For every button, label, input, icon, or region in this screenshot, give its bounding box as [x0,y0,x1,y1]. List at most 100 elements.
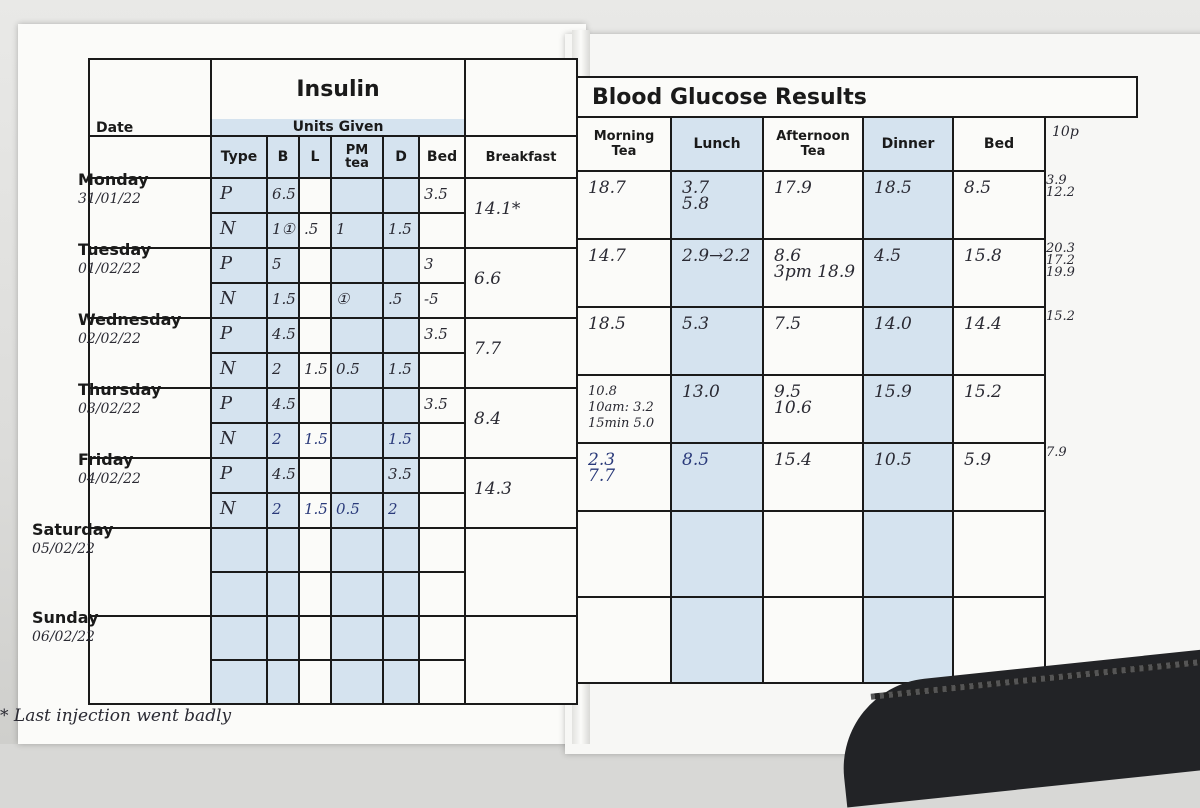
insulin-bed-cell [417,571,467,617]
type-cell: P [210,387,268,424]
b-header: B [266,135,300,179]
day-name: Thursday [78,380,162,399]
day-date: 05/02/22 [32,541,95,557]
type-value: P [220,183,233,204]
insulin-b-value: 4.5 [272,325,296,343]
glucose-morning-tea-value: 14.7 [588,246,626,266]
insulin-bed-cell [417,457,467,494]
insulin-pm-cell [330,615,384,661]
insulin-bed-cell [417,212,467,249]
type-cell: N [210,352,268,389]
glucose-dinner-value: 15.9 [874,382,912,402]
glucose-dinner-value: 4.5 [874,246,902,266]
insulin-l-cell [298,282,332,319]
breakfast-value: 6.6 [474,269,502,289]
glucose-afternoon-tea-cell [762,596,864,684]
insulin-d-cell: 1.5 [382,422,420,459]
insulin-b-cell [266,615,300,661]
type-cell: P [210,247,268,284]
day-label: Tuesday 01/02/22 [78,240,151,277]
type-cell: N [210,492,268,529]
insulin-pm-value: 0.5 [336,360,360,378]
glucose-bed-value: 5.9 [964,450,992,470]
insulin-l-cell [298,317,332,354]
breakfast-cell: 8.4 [464,387,579,459]
glucose-dinner-value: 18.5 [874,178,912,198]
insulin-b-cell: 4.5 [266,317,300,354]
day-name: Monday [78,170,149,189]
day-label: Friday 04/02/22 [78,450,141,487]
insulin-bed-value: 3.5 [424,395,448,413]
glucose-lunch-cell: 3.7 5.8 [670,170,764,240]
lunch-header: Lunch [670,116,764,172]
insulin-d-cell: 3.5 [382,457,420,494]
extra-note-cell: 7.9 [1045,443,1137,511]
insulin-b-value: 4.5 [272,465,296,483]
insulin-pm-cell [330,422,384,459]
insulin-bed-cell [417,422,467,459]
type-cell: N [210,212,268,249]
day-label: Wednesday 02/02/22 [78,310,181,347]
day-name: Tuesday [78,240,152,259]
breakfast-cell [464,615,579,705]
glucose-lunch-value: 8.5 [682,450,710,470]
insulin-d-cell [382,317,420,354]
insulin-d-value: 1.5 [388,360,412,378]
insulin-l-cell [298,387,332,424]
type-cell [210,615,268,661]
insulin-bed-value: 3 [424,255,434,273]
insulin-l-value: 1.5 [304,360,328,378]
insulin-d-cell [382,177,420,214]
insulin-pm-cell: 0.5 [330,492,384,529]
breakfast-cell: 14.3 [464,457,579,529]
insulin-pm-value: 0.5 [336,500,360,518]
insulin-l-cell: 1.5 [298,352,332,389]
insulin-l-cell [298,527,332,573]
insulin-b-value: 2 [272,500,282,518]
insulin-l-cell: .5 [298,212,332,249]
insulin-bed-value: 3.5 [424,185,448,203]
date-cell [88,177,212,249]
afternoon-tea-header: Afternoon Tea [762,116,864,172]
glucose-afternoon-tea-cell: 17.9 [762,170,864,240]
insulin-b-cell: 6.5 [266,177,300,214]
extra-note-cell: 3.9 12.2 [1045,171,1137,239]
dinner-header: Dinner [862,116,954,172]
type-header: Type [210,135,268,179]
breakfast-cell: 14.1* [464,177,579,249]
glucose-dinner-cell: 4.5 [862,238,954,308]
bed-glucose-header: Bed [952,116,1046,172]
glucose-bed-value: 14.4 [964,314,1002,334]
insulin-pm-cell [330,247,384,284]
glucose-afternoon-tea-value: 7.5 [774,314,802,334]
glucose-bed-cell: 15.2 [952,374,1046,444]
insulin-b-cell: 4.5 [266,457,300,494]
breakfast-value: 7.7 [474,339,502,359]
insulin-pm-value: ① [336,290,350,308]
glucose-lunch-value: 13.0 [682,382,720,402]
glucose-lunch-cell [670,596,764,684]
date-cell [88,247,212,319]
insulin-l-cell: 1.5 [298,492,332,529]
bed-header: Bed [417,135,467,179]
glucose-dinner-cell [862,596,954,684]
glucose-morning-tea-value: 18.5 [588,314,626,334]
insulin-d-cell: 1.5 [382,212,420,249]
glucose-dinner-value: 14.0 [874,314,912,334]
insulin-pm-cell [330,317,384,354]
insulin-bed-cell: 3.5 [417,177,467,214]
insulin-pm-cell [330,387,384,424]
glucose-afternoon-tea-value: 17.9 [774,178,812,198]
insulin-pm-cell: ① [330,282,384,319]
glucose-bed-cell: 5.9 [952,442,1046,512]
insulin-pm-value: 1 [336,220,346,238]
insulin-b-cell [266,571,300,617]
insulin-b-value: 5 [272,255,282,273]
insulin-bed-cell [417,352,467,389]
insulin-d-cell [382,527,420,573]
insulin-d-cell: 2 [382,492,420,529]
glucose-morning-tea-cell [576,596,672,684]
insulin-d-value: 1.5 [388,220,412,238]
type-value: P [220,393,233,414]
insulin-b-value: 1.5 [272,290,296,308]
